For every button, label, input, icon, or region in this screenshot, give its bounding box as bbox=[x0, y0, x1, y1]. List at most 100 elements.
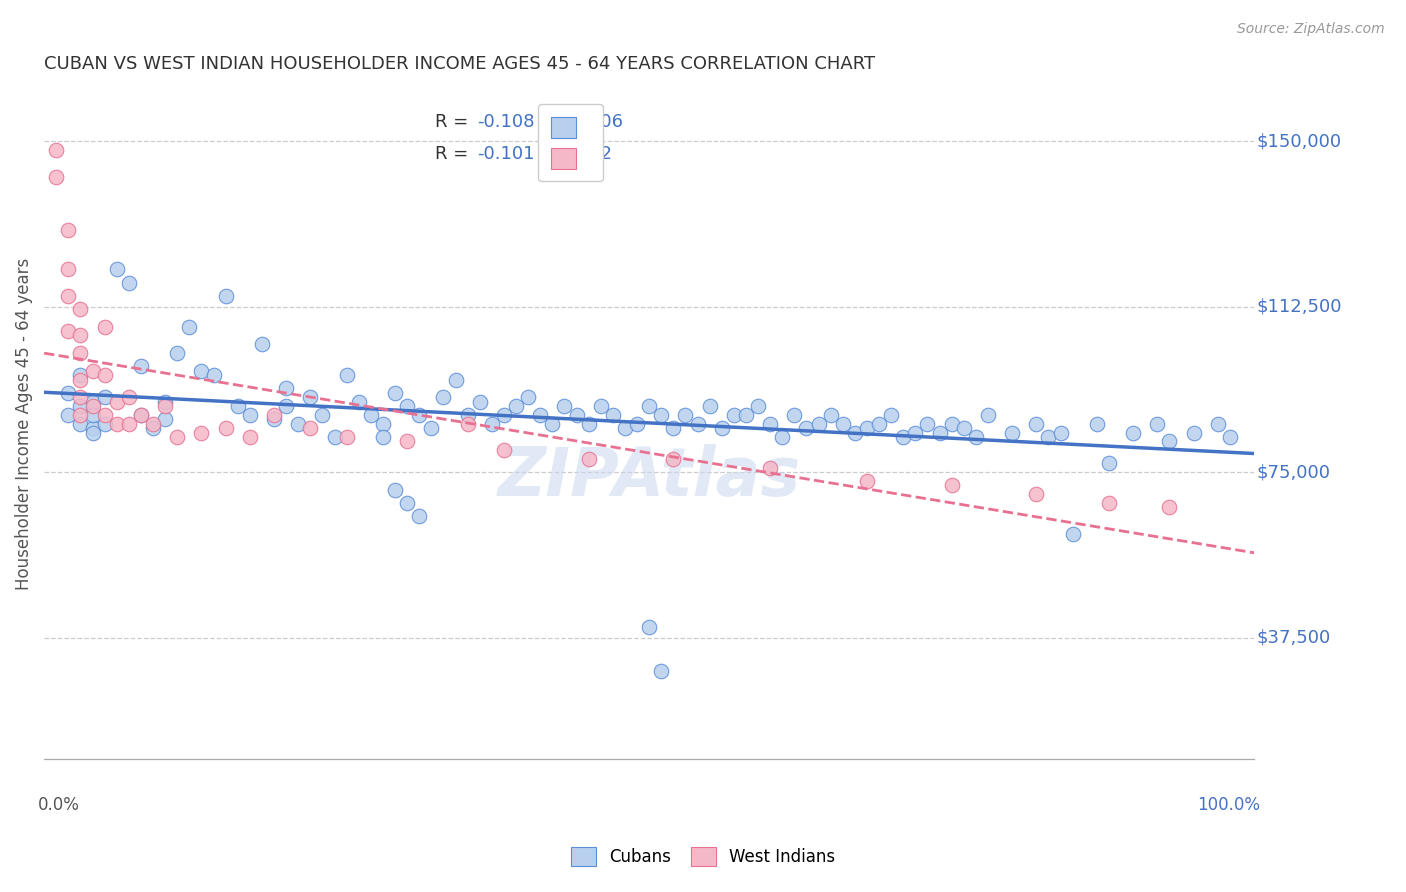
Point bbox=[214, 289, 236, 303]
Point bbox=[299, 390, 322, 404]
Point bbox=[58, 408, 80, 422]
Point bbox=[287, 417, 309, 431]
Point bbox=[105, 417, 128, 431]
Point bbox=[179, 319, 201, 334]
Point bbox=[432, 390, 454, 404]
Point bbox=[69, 390, 91, 404]
Y-axis label: Householder Income Ages 45 - 64 years: Householder Income Ages 45 - 64 years bbox=[15, 258, 32, 590]
Point bbox=[384, 385, 406, 400]
Point bbox=[82, 394, 104, 409]
Point bbox=[69, 368, 91, 383]
Point bbox=[190, 364, 212, 378]
Point bbox=[69, 417, 91, 431]
Point bbox=[105, 262, 128, 277]
Text: ZIPAtlas: ZIPAtlas bbox=[498, 444, 800, 510]
Point bbox=[770, 430, 793, 444]
Point bbox=[529, 408, 551, 422]
Point bbox=[69, 301, 91, 316]
Point bbox=[759, 460, 782, 475]
Point bbox=[129, 408, 152, 422]
Point bbox=[686, 417, 709, 431]
Text: N =: N = bbox=[550, 113, 591, 131]
Text: $150,000: $150,000 bbox=[1257, 133, 1341, 151]
Point bbox=[82, 408, 104, 422]
Point bbox=[93, 368, 115, 383]
Point bbox=[1085, 417, 1108, 431]
Point bbox=[396, 434, 419, 449]
Point bbox=[93, 417, 115, 431]
Point bbox=[662, 452, 685, 467]
Point bbox=[336, 368, 359, 383]
Point bbox=[856, 474, 879, 488]
Point bbox=[723, 408, 745, 422]
Text: $112,500: $112,500 bbox=[1257, 298, 1343, 316]
Point bbox=[1182, 425, 1205, 440]
Legend: Cubans, West Indians: Cubans, West Indians bbox=[564, 840, 842, 873]
Point bbox=[408, 509, 430, 524]
Text: N =: N = bbox=[550, 145, 591, 163]
Point bbox=[699, 399, 721, 413]
Point bbox=[1122, 425, 1144, 440]
Point bbox=[952, 421, 974, 435]
Point bbox=[553, 399, 575, 413]
Point bbox=[1098, 496, 1121, 510]
Point bbox=[891, 430, 914, 444]
Point bbox=[45, 144, 67, 158]
Point bbox=[142, 417, 165, 431]
Point bbox=[118, 276, 141, 290]
Point bbox=[856, 421, 879, 435]
Point bbox=[578, 417, 600, 431]
Point bbox=[965, 430, 987, 444]
Point bbox=[1219, 430, 1241, 444]
Point bbox=[941, 478, 963, 492]
Point bbox=[239, 430, 262, 444]
Point bbox=[917, 417, 939, 431]
Point bbox=[517, 390, 540, 404]
Text: 106: 106 bbox=[589, 113, 623, 131]
Text: -0.108: -0.108 bbox=[477, 113, 534, 131]
Point bbox=[662, 421, 685, 435]
Point bbox=[142, 421, 165, 435]
Point bbox=[396, 399, 419, 413]
Point bbox=[796, 421, 818, 435]
Point bbox=[1038, 430, 1060, 444]
Point bbox=[58, 289, 80, 303]
Point bbox=[347, 394, 370, 409]
Point bbox=[129, 408, 152, 422]
Point bbox=[868, 417, 890, 431]
Point bbox=[613, 421, 636, 435]
Point bbox=[82, 364, 104, 378]
Point bbox=[299, 421, 322, 435]
Point bbox=[93, 390, 115, 404]
Point bbox=[371, 417, 394, 431]
Point bbox=[166, 430, 188, 444]
Point bbox=[226, 399, 249, 413]
Point bbox=[311, 408, 333, 422]
Text: -0.101: -0.101 bbox=[477, 145, 534, 163]
Point bbox=[735, 408, 758, 422]
Point bbox=[638, 399, 661, 413]
Point bbox=[492, 443, 515, 458]
Point bbox=[323, 430, 346, 444]
Point bbox=[638, 619, 661, 633]
Point bbox=[807, 417, 830, 431]
Text: R =: R = bbox=[434, 145, 474, 163]
Point bbox=[384, 483, 406, 497]
Point bbox=[1146, 417, 1168, 431]
Point bbox=[274, 399, 297, 413]
Point bbox=[928, 425, 950, 440]
Point bbox=[129, 359, 152, 374]
Text: R =: R = bbox=[434, 113, 474, 131]
Point bbox=[105, 394, 128, 409]
Point bbox=[69, 328, 91, 343]
Point bbox=[880, 408, 903, 422]
Point bbox=[481, 417, 503, 431]
Point bbox=[650, 664, 672, 678]
Point bbox=[759, 417, 782, 431]
Point bbox=[45, 169, 67, 184]
Point bbox=[831, 417, 853, 431]
Point bbox=[153, 394, 176, 409]
Point bbox=[82, 425, 104, 440]
Point bbox=[747, 399, 769, 413]
Point bbox=[650, 408, 672, 422]
